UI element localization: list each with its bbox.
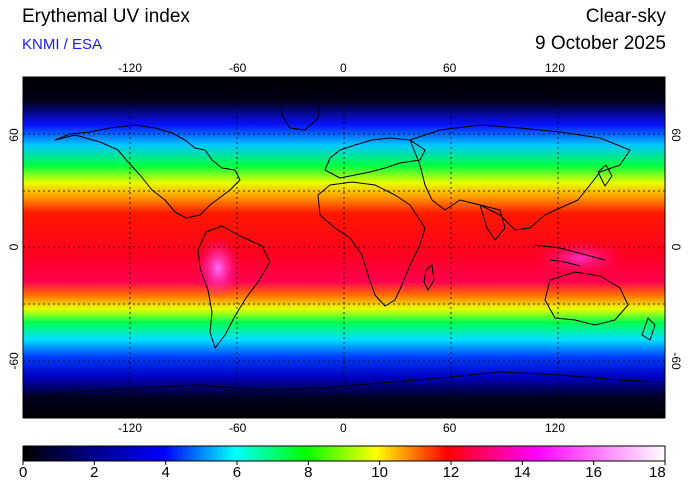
new-zealand-coast (641, 317, 656, 341)
india-coast (479, 204, 506, 241)
europe-coast (324, 137, 426, 179)
colorbar-label: 16 (585, 464, 602, 481)
japan-coast (597, 164, 613, 187)
colorbar-label: 0 (19, 464, 28, 481)
graticule (23, 77, 665, 418)
lon-tick-bottom-120: 120 (545, 421, 566, 435)
lon-tick-top-0: 0 (340, 61, 347, 75)
antarctica-coast (22, 371, 666, 399)
greenland-coast (279, 91, 321, 131)
south-america-coast (197, 225, 271, 349)
lon-tick-top-minus-60: -60 (229, 61, 247, 75)
lon-tick-bottom-0: 0 (340, 421, 347, 435)
colorbar-label: 18 (649, 464, 666, 481)
australia-coast (544, 271, 629, 326)
colorbar-label: 4 (161, 464, 170, 481)
colorbar-ticks (22, 461, 666, 465)
lon-tick-bottom-minus-120: -120 (118, 421, 143, 435)
credit-label: KNMI / ESA (22, 36, 103, 53)
colorbar-label: 2 (90, 464, 99, 481)
lon-tick-top-120: 120 (545, 61, 566, 75)
lon-tick-bottom-60: 60 (443, 421, 457, 435)
lon-tick-top-60: 60 (443, 61, 457, 75)
indonesia-hotspot (534, 240, 626, 276)
date-label: 9 October 2025 (535, 33, 666, 54)
map-title: Erythemal UV index (22, 6, 190, 27)
madagascar-coast (423, 264, 435, 291)
lon-tick-bottom-minus-60: -60 (229, 421, 247, 435)
colorbar (22, 445, 666, 462)
asia-coast (409, 124, 631, 231)
sky-condition-label: Clear-sky (585, 6, 666, 27)
colorbar-label: 6 (232, 464, 242, 481)
lon-tick-top-minus-120: -120 (118, 61, 143, 75)
indonesia-coast (534, 244, 606, 261)
north-america-coast (54, 124, 241, 219)
colorbar-label: 8 (304, 464, 313, 481)
africa-coast (317, 181, 426, 307)
map-frame (22, 76, 666, 419)
colorbar-label: 12 (442, 464, 460, 481)
java-coast (549, 259, 581, 267)
coastlines (22, 91, 666, 399)
andes-hotspot (196, 236, 240, 300)
colorbar-label: 14 (513, 464, 531, 481)
colorbar-label: 10 (371, 464, 388, 481)
